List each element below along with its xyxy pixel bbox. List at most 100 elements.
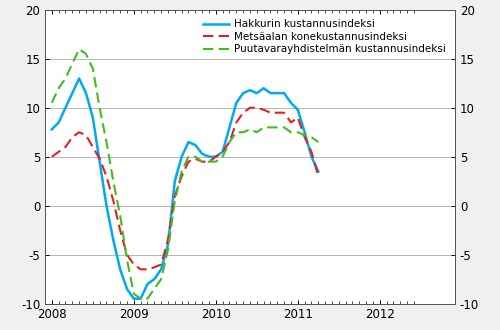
- Hakkurin kustannusindeksi: [178, 155, 184, 159]
- Line: Hakkurin kustannusindeksi: Hakkurin kustannusindeksi: [52, 79, 318, 299]
- Puutavarayhdistelmän kustannusindeksi: [90, 67, 96, 71]
- Puutavarayhdistelmän kustannusindeksi: [295, 130, 301, 134]
- Metsäalan konekustannusindeksi: [247, 106, 253, 110]
- Metsäalan konekustannusindeksi: [234, 120, 239, 124]
- Puutavarayhdistelmän kustannusindeksi: [186, 155, 192, 159]
- Hakkurin kustannusindeksi: [152, 277, 158, 281]
- Metsäalan konekustannusindeksi: [288, 120, 294, 124]
- Puutavarayhdistelmän kustannusindeksi: [152, 287, 158, 291]
- Puutavarayhdistelmän kustannusindeksi: [144, 297, 150, 301]
- Metsäalan konekustannusindeksi: [308, 150, 314, 154]
- Metsäalan konekustannusindeksi: [138, 267, 143, 271]
- Hakkurin kustannusindeksi: [83, 91, 89, 95]
- Hakkurin kustannusindeksi: [131, 297, 137, 301]
- Hakkurin kustannusindeksi: [110, 238, 116, 242]
- Puutavarayhdistelmän kustannusindeksi: [240, 130, 246, 134]
- Metsäalan konekustannusindeksi: [240, 111, 246, 115]
- Metsäalan konekustannusindeksi: [158, 262, 164, 266]
- Metsäalan konekustannusindeksi: [206, 160, 212, 164]
- Metsäalan konekustannusindeksi: [152, 265, 158, 269]
- Hakkurin kustannusindeksi: [316, 170, 322, 174]
- Hakkurin kustannusindeksi: [281, 91, 287, 95]
- Puutavarayhdistelmän kustannusindeksi: [199, 160, 205, 164]
- Hakkurin kustannusindeksi: [206, 155, 212, 159]
- Metsäalan konekustannusindeksi: [178, 174, 184, 178]
- Metsäalan konekustannusindeksi: [281, 111, 287, 115]
- Hakkurin kustannusindeksi: [234, 101, 239, 105]
- Line: Puutavarayhdistelmän kustannusindeksi: Puutavarayhdistelmän kustannusindeksi: [52, 49, 318, 299]
- Metsäalan konekustannusindeksi: [117, 228, 123, 232]
- Metsäalan konekustannusindeksi: [124, 253, 130, 257]
- Puutavarayhdistelmän kustannusindeksi: [110, 179, 116, 183]
- Hakkurin kustannusindeksi: [56, 120, 62, 124]
- Hakkurin kustannusindeksi: [76, 77, 82, 81]
- Metsäalan konekustannusindeksi: [295, 115, 301, 119]
- Hakkurin kustannusindeksi: [268, 91, 274, 95]
- Hakkurin kustannusindeksi: [226, 125, 232, 129]
- Puutavarayhdistelmän kustannusindeksi: [131, 292, 137, 296]
- Hakkurin kustannusindeksi: [158, 267, 164, 271]
- Puutavarayhdistelmän kustannusindeksi: [104, 140, 110, 144]
- Metsäalan konekustannusindeksi: [96, 157, 102, 161]
- Metsäalan konekustannusindeksi: [274, 111, 280, 115]
- Metsäalan konekustannusindeksi: [110, 199, 116, 203]
- Hakkurin kustannusindeksi: [274, 91, 280, 95]
- Metsäalan konekustannusindeksi: [316, 174, 322, 178]
- Hakkurin kustannusindeksi: [199, 152, 205, 156]
- Metsäalan konekustannusindeksi: [165, 238, 171, 242]
- Puutavarayhdistelmän kustannusindeksi: [178, 170, 184, 174]
- Metsäalan konekustannusindeksi: [56, 150, 62, 154]
- Hakkurin kustannusindeksi: [144, 282, 150, 286]
- Hakkurin kustannusindeksi: [62, 106, 68, 110]
- Line: Metsäalan konekustannusindeksi: Metsäalan konekustannusindeksi: [52, 108, 318, 269]
- Puutavarayhdistelmän kustannusindeksi: [247, 127, 253, 131]
- Legend: Hakkurin kustannusindeksi, Metsäalan konekustannusindeksi, Puutavarayhdistelmän : Hakkurin kustannusindeksi, Metsäalan kon…: [198, 15, 450, 59]
- Puutavarayhdistelmän kustannusindeksi: [172, 199, 178, 203]
- Hakkurin kustannusindeksi: [260, 86, 266, 90]
- Hakkurin kustannusindeksi: [295, 108, 301, 112]
- Metsäalan konekustannusindeksi: [220, 150, 226, 154]
- Puutavarayhdistelmän kustannusindeksi: [213, 160, 219, 164]
- Hakkurin kustannusindeksi: [104, 204, 110, 208]
- Puutavarayhdistelmän kustannusindeksi: [165, 248, 171, 252]
- Hakkurin kustannusindeksi: [117, 267, 123, 271]
- Puutavarayhdistelmän kustannusindeksi: [234, 130, 239, 134]
- Puutavarayhdistelmän kustannusindeksi: [254, 130, 260, 134]
- Puutavarayhdistelmän kustannusindeksi: [138, 297, 143, 301]
- Puutavarayhdistelmän kustannusindeksi: [117, 214, 123, 217]
- Metsäalan konekustannusindeksi: [70, 135, 75, 139]
- Hakkurin kustannusindeksi: [186, 140, 192, 144]
- Puutavarayhdistelmän kustannusindeksi: [96, 106, 102, 110]
- Puutavarayhdistelmän kustannusindeksi: [308, 135, 314, 139]
- Metsäalan konekustannusindeksi: [260, 108, 266, 112]
- Hakkurin kustannusindeksi: [70, 91, 75, 95]
- Hakkurin kustannusindeksi: [247, 88, 253, 92]
- Metsäalan konekustannusindeksi: [131, 262, 137, 266]
- Hakkurin kustannusindeksi: [254, 91, 260, 95]
- Hakkurin kustannusindeksi: [172, 179, 178, 183]
- Hakkurin kustannusindeksi: [49, 127, 55, 131]
- Metsäalan konekustannusindeksi: [199, 160, 205, 164]
- Hakkurin kustannusindeksi: [220, 150, 226, 154]
- Metsäalan konekustannusindeksi: [213, 155, 219, 159]
- Puutavarayhdistelmän kustannusindeksi: [124, 258, 130, 262]
- Hakkurin kustannusindeksi: [165, 243, 171, 247]
- Metsäalan konekustannusindeksi: [76, 130, 82, 134]
- Metsäalan konekustannusindeksi: [268, 111, 274, 115]
- Puutavarayhdistelmän kustannusindeksi: [302, 133, 308, 137]
- Puutavarayhdistelmän kustannusindeksi: [268, 125, 274, 129]
- Hakkurin kustannusindeksi: [90, 115, 96, 119]
- Hakkurin kustannusindeksi: [213, 155, 219, 159]
- Metsäalan konekustannusindeksi: [226, 140, 232, 144]
- Puutavarayhdistelmän kustannusindeksi: [226, 140, 232, 144]
- Metsäalan konekustannusindeksi: [90, 145, 96, 149]
- Puutavarayhdistelmän kustannusindeksi: [316, 140, 322, 144]
- Puutavarayhdistelmän kustannusindeksi: [83, 52, 89, 56]
- Metsäalan konekustannusindeksi: [104, 174, 110, 178]
- Puutavarayhdistelmän kustannusindeksi: [206, 160, 212, 164]
- Metsäalan konekustannusindeksi: [49, 155, 55, 159]
- Metsäalan konekustannusindeksi: [83, 133, 89, 137]
- Hakkurin kustannusindeksi: [302, 130, 308, 134]
- Metsäalan konekustannusindeksi: [302, 135, 308, 139]
- Puutavarayhdistelmän kustannusindeksi: [62, 77, 68, 81]
